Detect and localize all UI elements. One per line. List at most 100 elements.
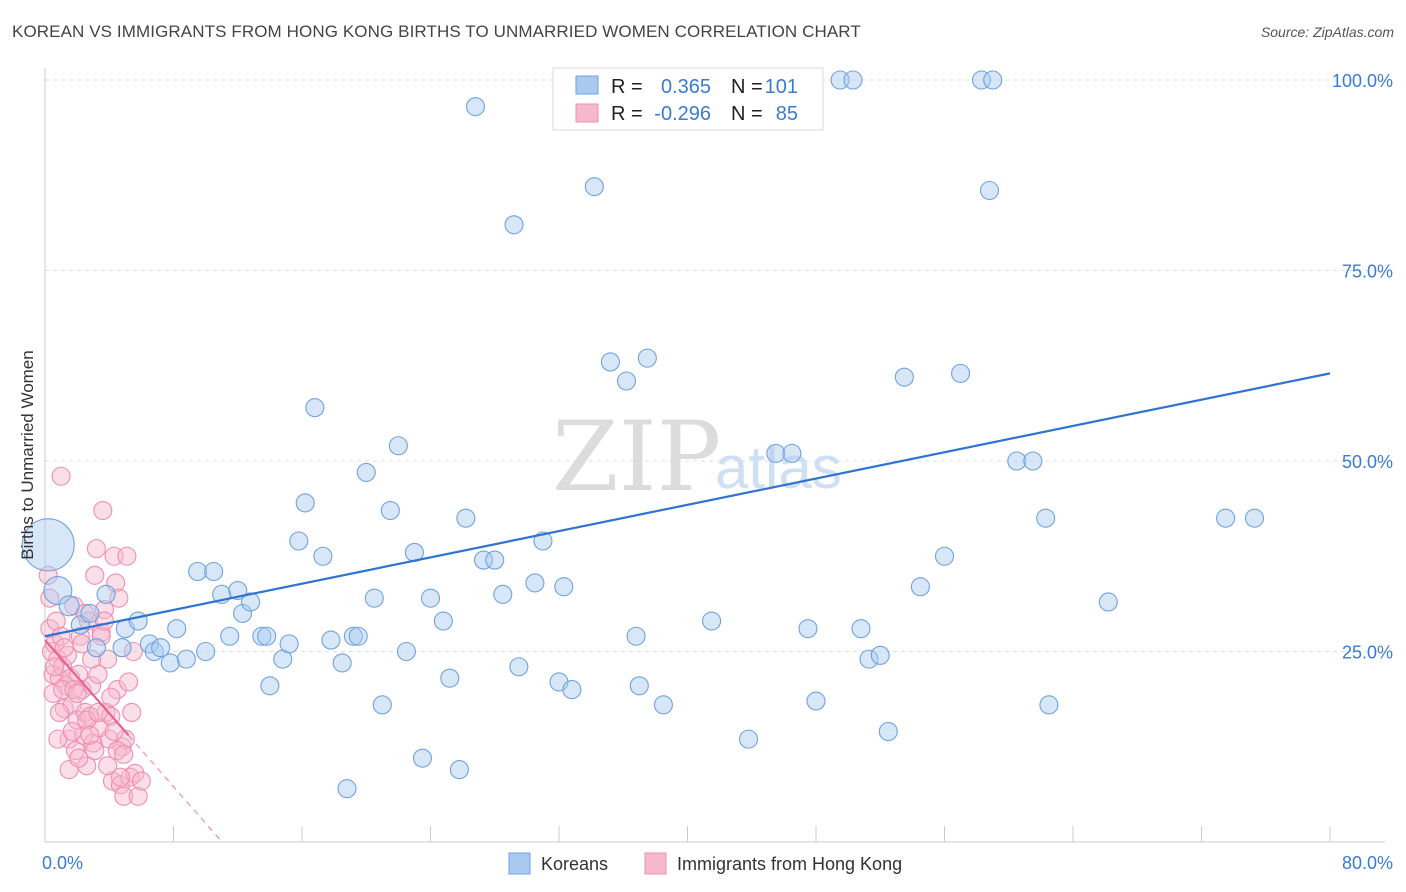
- x-tick-max: 80.0%: [1342, 853, 1393, 873]
- hong-kong-point-14: [59, 729, 79, 749]
- hong-kong-point-20: [69, 664, 89, 684]
- korean-point-48: [440, 668, 460, 688]
- hong-kong-point-36: [94, 600, 114, 620]
- korean-point-92: [1036, 508, 1056, 528]
- korean-point-76: [806, 691, 826, 711]
- legend-n-label-blue: N =: [731, 76, 763, 98]
- hong-kong-point-57: [51, 466, 71, 486]
- hong-kong-point-31: [86, 539, 106, 559]
- hong-kong-point-1: [40, 588, 60, 608]
- hong-kong-point-67: [67, 683, 87, 703]
- korean-point-71: [702, 611, 722, 631]
- hong-kong-point-10: [53, 657, 73, 677]
- korean-point-50: [456, 508, 476, 528]
- trend-line-hong-kong-extension: [128, 734, 223, 842]
- legend-r-label-blue: R =: [611, 76, 643, 98]
- korean-point-74: [782, 443, 802, 463]
- hong-kong-point-55: [128, 786, 148, 806]
- korean-point-32: [313, 546, 333, 566]
- legend-bottom-swatch-koreans: [508, 852, 531, 875]
- hong-kong-point-80: [104, 721, 124, 742]
- korean-point-78: [843, 70, 863, 90]
- korean-point-16: [188, 561, 208, 582]
- hong-kong-point-79: [101, 687, 121, 707]
- legend-swatch-pink: [575, 103, 599, 123]
- korean-point-13: [160, 653, 180, 673]
- korean-point-57: [525, 573, 545, 593]
- hong-kong-point-38: [98, 649, 118, 669]
- trend-lines: [44, 372, 1331, 842]
- hong-kong-point-75: [88, 702, 108, 723]
- korean-point-89: [983, 70, 1003, 90]
- hong-kong-point-69: [72, 634, 92, 654]
- korean-point-42: [388, 436, 408, 456]
- x-tick-min: 0.0%: [42, 853, 83, 873]
- korean-point-14: [167, 619, 187, 639]
- hong-kong-point-45: [109, 588, 129, 608]
- korean-point-80: [859, 649, 879, 669]
- korean-point-85: [934, 546, 955, 566]
- korean-point-69: [637, 348, 657, 368]
- korean-point-68: [629, 676, 649, 696]
- korean-point-47: [433, 611, 453, 631]
- hong-kong-point-62: [53, 680, 73, 700]
- hong-kong-point-50: [117, 546, 137, 566]
- korean-point-65: [600, 352, 620, 372]
- hong-kong-point-21: [70, 626, 90, 646]
- hong-kong-point-56: [131, 771, 151, 791]
- hong-kong-point-53: [123, 641, 143, 662]
- korean-point-93: [1039, 695, 1059, 715]
- korean-point-1: [43, 575, 73, 606]
- legend-n-value-blue: 101: [765, 76, 798, 98]
- legend-bottom-swatch-hong-kong: [644, 852, 667, 875]
- korean-point-56: [509, 657, 529, 677]
- grid-lines: [45, 79, 1385, 652]
- legend-n-label-pink: N =: [731, 103, 763, 125]
- korean-point-95: [1216, 508, 1236, 528]
- hong-kong-point-65: [62, 721, 82, 742]
- hong-kong-point-83: [114, 744, 134, 764]
- hong-kong-point-82: [110, 767, 131, 787]
- korean-point-36: [343, 626, 363, 646]
- legend-swatch-blue: [575, 75, 599, 95]
- korean-point-54: [493, 584, 513, 604]
- korean-point-75: [798, 619, 818, 639]
- legend-bottom: Koreans Immigrants from Hong Kong: [508, 852, 902, 875]
- legend-top: R = 0.365 N = 101 R = -0.296 N = 85: [552, 67, 824, 131]
- hong-kong-point-66: [64, 680, 84, 700]
- korean-point-22: [233, 603, 253, 623]
- series-hong-kong-points: [38, 466, 151, 806]
- korean-point-6: [86, 638, 106, 658]
- legend-bottom-koreans: Koreans: [541, 854, 608, 874]
- korean-point-81: [870, 645, 890, 665]
- korean-point-33: [321, 630, 341, 650]
- y-tick-50: 50.0%: [1342, 452, 1393, 472]
- korean-point-70: [653, 695, 673, 715]
- korean-point-37: [348, 626, 368, 646]
- korean-point-84: [910, 577, 930, 597]
- korean-point-96: [1244, 508, 1265, 528]
- korean-point-60: [554, 577, 574, 597]
- korean-point-26: [260, 676, 280, 696]
- trend-line-hong-kong: [44, 639, 130, 737]
- korean-point-49: [449, 760, 469, 780]
- korean-point-45: [412, 748, 433, 768]
- hong-kong-point-74: [85, 741, 105, 761]
- chart-title: KOREAN VS IMMIGRANTS FROM HONG KONG BIRT…: [12, 22, 861, 41]
- y-axis-label: Births to Unmarried Women: [18, 350, 37, 559]
- korean-point-55: [504, 215, 524, 235]
- korean-point-5: [80, 603, 100, 623]
- hong-kong-point-2: [40, 619, 60, 639]
- hong-kong-point-72: [80, 725, 100, 745]
- korean-point-61: [562, 680, 582, 700]
- source-credit: Source: ZipAtlas.com: [1260, 24, 1394, 40]
- korean-point-58: [533, 531, 553, 551]
- korean-point-88: [979, 180, 1000, 201]
- korean-point-23: [241, 592, 261, 612]
- hong-kong-point-30: [85, 565, 105, 585]
- korean-point-52: [473, 550, 494, 570]
- korean-point-87: [971, 70, 991, 90]
- korean-point-41: [380, 500, 400, 521]
- legend-r-value-blue: 0.365: [661, 76, 711, 98]
- hong-kong-point-84: [122, 702, 142, 723]
